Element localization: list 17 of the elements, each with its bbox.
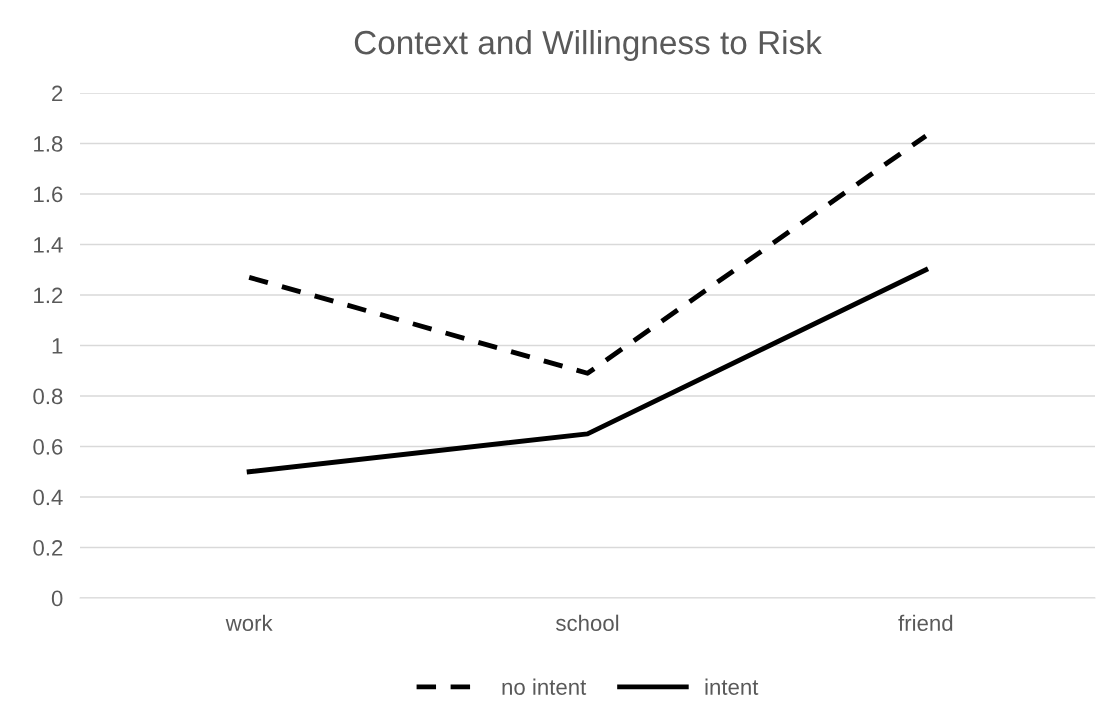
- x-tick-label: friend: [898, 614, 953, 631]
- y-tick-label: 1.4: [34, 237, 63, 253]
- legend-label: no intent: [502, 678, 587, 695]
- y-tick-label: 0.8: [33, 388, 63, 405]
- x-tick-label: work: [225, 614, 273, 631]
- y-tick-label: 0.6: [33, 439, 63, 455]
- y-tick-label: 0.4: [33, 489, 63, 506]
- y-tick-label: 0: [51, 590, 63, 607]
- y-tick-label: 1.2: [34, 287, 63, 304]
- x-tick-label: school: [556, 614, 619, 631]
- legend-label: intent: [705, 678, 759, 695]
- y-tick-label: 2: [52, 85, 63, 102]
- y-tick-label: 0.2: [33, 540, 63, 556]
- y-tick-label: 1.6: [34, 186, 63, 203]
- y-tick-label: 1: [52, 338, 63, 354]
- chart-title: Context and Willingness to Risk: [354, 29, 822, 62]
- y-tick-label: 1.8: [34, 136, 63, 152]
